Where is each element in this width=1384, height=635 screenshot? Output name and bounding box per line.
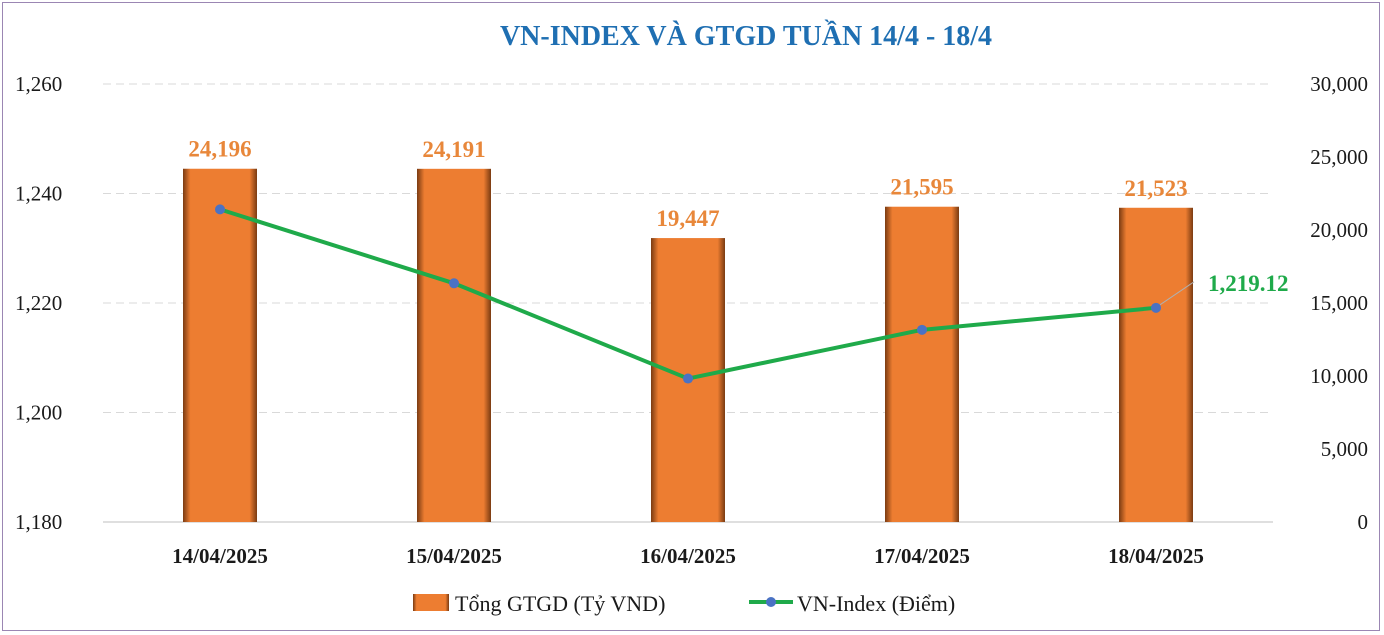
chart-svg: VN-INDEX VÀ GTGD TUẦN 14/4 - 18/4 1,1801… [15, 20, 1368, 616]
category-label: 14/04/2025 [172, 544, 268, 568]
legend-bar-swatch [413, 594, 449, 611]
legend-line-label: VN-Index (Điểm) [797, 591, 955, 616]
right-tick-label: 0 [1358, 510, 1369, 534]
line-point [215, 204, 225, 215]
right-axis-ticks: 0 5,000 10,000 15,000 20,000 25,000 30,000 [1310, 72, 1368, 534]
left-tick-label: 1,200 [15, 401, 62, 425]
right-tick-label: 30,000 [1310, 72, 1368, 96]
category-label: 17/04/2025 [874, 544, 970, 568]
line-point [449, 278, 459, 289]
chart-title: VN-INDEX VÀ GTGD TUẦN 14/4 - 18/4 [500, 20, 992, 52]
line-point [683, 373, 693, 384]
bar [417, 168, 491, 522]
left-tick-label: 1,220 [15, 291, 62, 315]
legend-bar-label: Tổng GTGD (Tỷ VND) [455, 591, 665, 616]
line-label-leader [1159, 281, 1195, 306]
right-tick-label: 10,000 [1310, 364, 1368, 388]
left-tick-label: 1,180 [15, 510, 62, 534]
line-series: 1,219.12 [215, 204, 1289, 384]
category-label: 18/04/2025 [1108, 544, 1204, 568]
bar-value-label: 21,595 [890, 175, 953, 200]
bar-value-label: 24,191 [422, 137, 485, 162]
bar-value-label: 21,523 [1124, 176, 1187, 201]
right-tick-label: 15,000 [1310, 291, 1368, 315]
right-tick-label: 20,000 [1310, 218, 1368, 242]
right-tick-label: 25,000 [1310, 145, 1368, 169]
legend: Tổng GTGD (Tỷ VND) VN-Index (Điểm) [413, 591, 955, 616]
bar [885, 206, 959, 522]
right-tick-label: 5,000 [1321, 437, 1368, 461]
bar [1119, 207, 1193, 522]
line-point [917, 324, 927, 335]
bar-value-label: 24,196 [188, 137, 251, 162]
left-tick-label: 1,260 [15, 72, 62, 96]
legend-line-marker [766, 597, 776, 607]
bar [183, 168, 257, 522]
line-point [1151, 302, 1161, 313]
line-value-label: 1,219.12 [1208, 271, 1289, 296]
left-tick-label: 1,240 [15, 182, 62, 206]
category-labels: 14/04/2025 15/04/2025 16/04/2025 17/04/2025… [172, 544, 1204, 568]
left-axis-ticks: 1,180 1,200 1,220 1,240 1,260 [15, 72, 62, 534]
category-label: 16/04/2025 [640, 544, 736, 568]
category-label: 15/04/2025 [406, 544, 502, 568]
bar-value-label: 19,447 [656, 206, 719, 231]
bar-series: 24,196 24,191 19,447 21,595 21,523 [183, 137, 1193, 523]
